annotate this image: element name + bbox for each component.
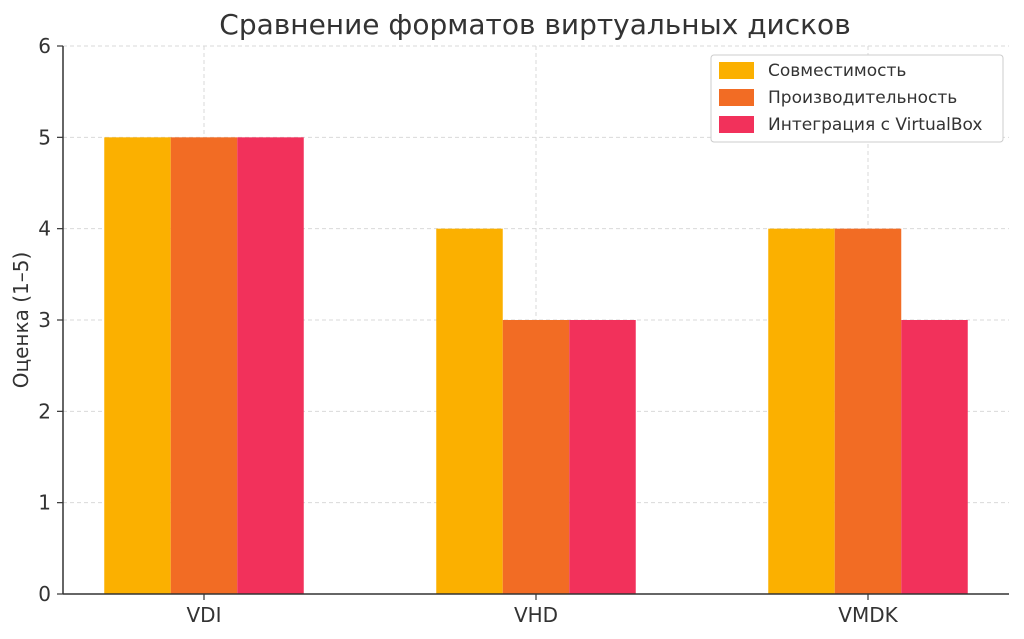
- bar-VHD-series-1: [502, 320, 570, 594]
- x-axis-ticks: VDI VHD VMDK: [187, 594, 899, 627]
- bar-VMDK-series-0: [768, 228, 835, 594]
- y-axis-label: Оценка (1–5): [9, 252, 33, 388]
- chart-title: Сравнение форматов виртуальных дисков: [219, 8, 850, 41]
- legend-label-1: Производительность: [768, 88, 957, 108]
- y-tick-label-1: 1: [38, 491, 51, 515]
- y-tick-label-3: 3: [38, 308, 51, 332]
- y-axis-ticks: 0 1 2 3 4 5 6: [38, 34, 63, 606]
- x-tick-label-VDI: VDI: [187, 603, 222, 627]
- bar-VDI-series-0: [104, 137, 171, 595]
- bar-VHD-series-2: [569, 320, 636, 594]
- legend-box: [710, 54, 1004, 143]
- y-tick-label-6: 6: [38, 34, 51, 58]
- legend-label-2: Интеграция с VirtualBox: [768, 115, 982, 135]
- bars: [104, 137, 968, 595]
- y-tick-label-0: 0: [38, 582, 51, 606]
- bar-VHD-series-0: [436, 228, 503, 594]
- bar-VDI-series-2: [237, 137, 304, 595]
- bar-VMDK-series-2: [901, 320, 968, 594]
- legend-label-0: Совместимость: [768, 61, 906, 81]
- y-tick-label-4: 4: [38, 217, 51, 241]
- legend-swatch-1: [719, 89, 754, 106]
- y-tick-label-5: 5: [38, 125, 51, 149]
- x-tick-label-VHD: VHD: [514, 603, 558, 627]
- y-tick-label-2: 2: [38, 399, 51, 423]
- legend-swatch-2: [719, 116, 754, 133]
- legend-items: Совместимость Производительность Интеграци…: [719, 61, 982, 135]
- x-tick-label-VMDK: VMDK: [838, 603, 898, 627]
- legend-swatch-0: [719, 62, 754, 79]
- legend: Совместимость Производительность Интеграци…: [710, 54, 1004, 143]
- bar-VMDK-series-1: [834, 228, 902, 594]
- bar-VDI-series-1: [170, 137, 238, 595]
